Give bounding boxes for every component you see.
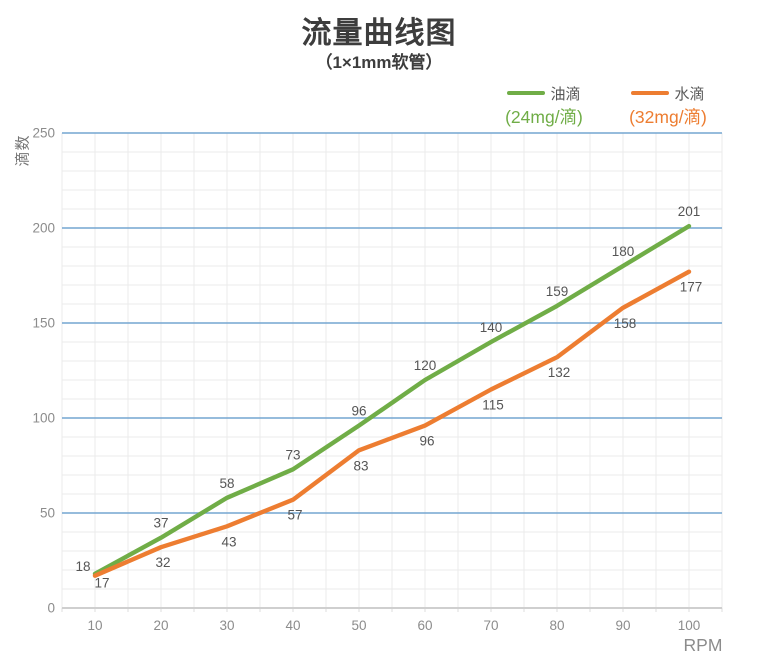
data-point-label: 18 <box>75 559 90 574</box>
x-tick-label: 50 <box>351 618 366 633</box>
y-tick-label: 100 <box>32 411 55 426</box>
y-tick-label: 0 <box>47 601 55 616</box>
data-point-label: 17 <box>94 576 109 591</box>
data-point-label: 58 <box>219 476 234 491</box>
data-point-label: 132 <box>548 365 571 380</box>
data-point-label: 158 <box>614 316 637 331</box>
x-tick-label: 10 <box>87 618 102 633</box>
legend-item-oil: 油滴 (24mg/滴) <box>488 84 600 129</box>
data-point-label: 140 <box>480 320 503 335</box>
data-point-label: 159 <box>546 284 569 299</box>
legend: 油滴 (24mg/滴) 水滴 (32mg/滴) <box>488 84 724 129</box>
water-series-swatch <box>631 91 670 95</box>
data-point-label: 177 <box>680 280 703 295</box>
x-tick-label: 90 <box>615 618 630 633</box>
y-tick-label: 50 <box>40 506 55 521</box>
oil-unit-label: (24mg/滴) <box>505 107 583 127</box>
water-series-line <box>92 269 692 578</box>
data-point-label: 83 <box>353 458 368 473</box>
data-point-label: 32 <box>155 555 170 570</box>
oil-series-swatch <box>507 91 546 95</box>
data-point-label: 73 <box>285 447 300 462</box>
y-axis-title: 滴数 <box>14 134 32 167</box>
data-point-label: 180 <box>612 244 635 259</box>
x-tick-label: 80 <box>549 618 564 633</box>
y-tick-label: 250 <box>32 126 55 141</box>
x-tick-label: 40 <box>285 618 300 633</box>
y-tick-label: 200 <box>32 221 55 236</box>
data-point-label: 201 <box>678 204 701 219</box>
x-tick-label: 30 <box>219 618 234 633</box>
data-point-label: 57 <box>287 508 302 523</box>
chart-title: 流量曲线图 <box>301 17 457 50</box>
legend-item-water: 水滴 (32mg/滴) <box>612 84 724 129</box>
data-point-label: 96 <box>419 434 434 449</box>
data-point-label: 43 <box>221 534 236 549</box>
data-point-label: 120 <box>414 358 437 373</box>
data-point-label: 115 <box>482 398 504 413</box>
x-tick-label: 100 <box>678 618 701 633</box>
oil-series-label: 油滴 <box>550 85 581 103</box>
water-unit-label: (32mg/滴) <box>629 107 707 127</box>
x-tick-label: 20 <box>153 618 168 633</box>
data-point-label: 37 <box>153 516 168 531</box>
y-tick-label: 150 <box>32 316 55 331</box>
chart-subtitle: （1×1mm软管） <box>315 53 443 72</box>
x-tick-label: 70 <box>483 618 498 633</box>
x-tick-label: 60 <box>417 618 432 633</box>
oil-series-line <box>92 223 692 576</box>
water-series-label: 水滴 <box>674 85 705 103</box>
data-point-label: 96 <box>351 404 366 419</box>
x-axis-title: RPM <box>683 635 723 655</box>
